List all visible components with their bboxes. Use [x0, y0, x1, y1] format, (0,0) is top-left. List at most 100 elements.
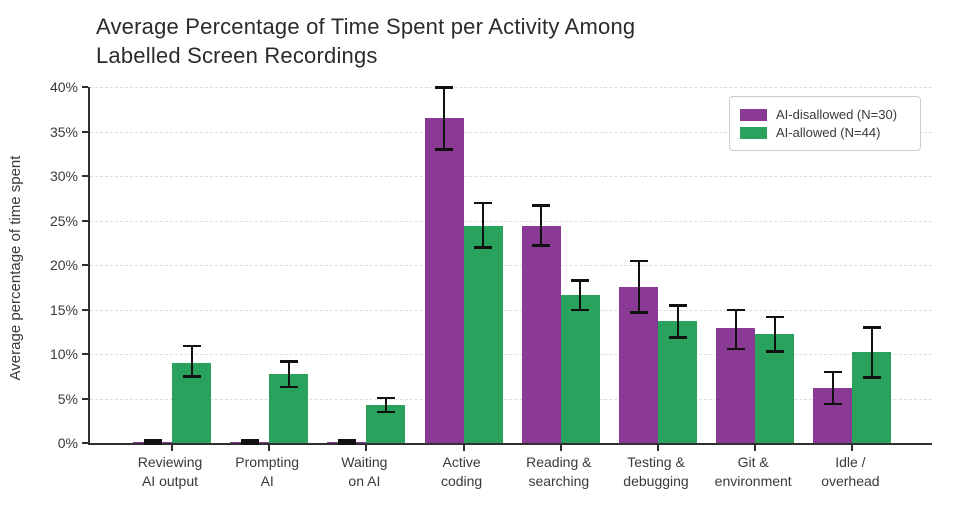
x-tick-6	[754, 445, 757, 451]
y-tick-label-15%: 15%	[49, 301, 78, 318]
x-tick-label-2-line-0: Waiting	[341, 454, 388, 470]
y-tick-label-0%: 0%	[57, 435, 78, 451]
legend: AI-disallowed (N=30) AI-allowed (N=44)	[729, 96, 921, 151]
legend-swatch-ai-allowed	[740, 126, 767, 139]
y-tick-label-25%: 25%	[49, 212, 78, 229]
gridline-5	[90, 398, 932, 400]
chart-title-line2: Labelled Screen Recordings	[96, 43, 378, 68]
error-bar-line-0-5	[637, 260, 640, 313]
error-bar-cap-bottom-1-2	[376, 410, 395, 414]
chart-title-line1: Average Percentage of Time Spent per Act…	[96, 14, 636, 39]
error-bar-line-0-3	[443, 87, 446, 150]
x-tick-label-0: Reviewing AI output	[112, 453, 228, 491]
error-bar-cap-bottom-1-7	[862, 376, 881, 379]
x-tick-0	[171, 445, 173, 451]
x-tick-1	[268, 445, 271, 451]
y-tick-label-10%: 10%	[49, 346, 78, 362]
error-bar-line-1-4	[579, 280, 582, 310]
y-tick-40%	[82, 86, 88, 88]
legend-item-ai-disallowed: AI-disallowed (N=30)	[740, 107, 910, 122]
error-bar-cap-bottom-0-0	[143, 442, 162, 445]
x-tick-label-5-line-0: Testing &	[627, 454, 685, 470]
y-axis-label: Average percentage of time spent	[7, 155, 24, 381]
error-bar-line-0-7	[831, 371, 834, 404]
x-tick-4	[559, 445, 562, 451]
gridline-20	[90, 265, 932, 266]
y-tick-30%	[82, 175, 88, 177]
x-tick-label-2-line-1: on AI	[348, 473, 381, 489]
plot-area	[88, 86, 932, 451]
x-tick-label-0-line-0: Reviewing	[137, 454, 203, 470]
error-bar-cap-top-1-0	[182, 344, 201, 348]
error-bar-line-1-3	[482, 202, 485, 248]
error-bar-cap-top-1-4	[571, 279, 590, 282]
error-bar-cap-bottom-1-4	[571, 308, 590, 311]
x-tick-3	[462, 445, 465, 451]
gridline-30	[90, 176, 932, 177]
y-tick-10%	[82, 353, 88, 355]
error-bar-cap-bottom-0-1	[240, 442, 259, 445]
x-tick-label-3: Active coding	[404, 453, 520, 491]
error-bar-cap-top-0-5	[629, 259, 648, 263]
x-tick-label-1: Prompting AI	[209, 453, 325, 491]
error-bar-cap-bottom-0-7	[823, 402, 842, 406]
error-bar-cap-bottom-1-6	[765, 350, 784, 353]
error-bar-cap-top-0-2	[337, 439, 356, 442]
error-bar-cap-bottom-0-4	[532, 244, 551, 247]
error-bar-cap-top-1-3	[474, 201, 493, 205]
bar-disallowed-3	[424, 118, 464, 443]
x-tick-label-4: Reading & searching	[501, 453, 617, 491]
y-tick-0%	[82, 442, 88, 444]
x-tick-label-1-line-1: AI	[260, 473, 274, 489]
x-tick-label-3-line-1: coding	[440, 473, 483, 489]
x-tick-label-4-line-0: Reading &	[526, 454, 592, 470]
x-tick-label-5-line-1: debugging	[623, 473, 689, 489]
error-bar-line-1-0	[190, 345, 193, 377]
x-tick-2	[365, 445, 368, 451]
error-bar-line-1-7	[870, 327, 873, 378]
y-tick-35%	[82, 130, 88, 133]
legend-swatch-ai-disallowed	[740, 108, 767, 121]
error-bar-cap-bottom-0-3	[435, 148, 454, 151]
bar-disallowed-4	[521, 225, 561, 443]
error-bar-cap-bottom-1-0	[182, 375, 201, 378]
error-bar-line-1-6	[773, 316, 776, 352]
y-tick-label-40%: 40%	[49, 79, 78, 95]
y-tick-5%	[82, 397, 88, 400]
x-tick-label-3-line-0: Active	[442, 454, 481, 470]
error-bar-cap-top-0-4	[532, 204, 551, 207]
legend-label-ai-disallowed: AI-disallowed (N=30)	[776, 107, 898, 122]
bar-allowed-4	[560, 295, 600, 443]
error-bar-cap-top-1-5	[668, 304, 687, 307]
error-bar-cap-top-1-7	[862, 326, 881, 329]
error-bar-cap-top-1-1	[279, 360, 298, 363]
x-tick-7	[851, 445, 854, 451]
x-tick-label-7-line-1: overhead	[821, 473, 880, 489]
bar-allowed-5	[658, 321, 697, 443]
error-bar-line-0-4	[540, 205, 543, 246]
gridline-35	[90, 131, 932, 133]
error-bar-cap-bottom-1-3	[474, 246, 493, 249]
x-tick-label-4-line-1: searching	[528, 473, 590, 489]
error-bar-line-1-5	[676, 305, 679, 338]
x-tick-label-6-line-1: environment	[714, 473, 792, 489]
x-tick-label-7: Idle / overhead	[792, 453, 908, 491]
gridline-25	[90, 220, 932, 222]
y-tick-label-35%: 35%	[49, 123, 78, 140]
x-tick-label-6-line-0: Git &	[737, 454, 769, 470]
x-tick-label-2: Waiting on AI	[306, 453, 422, 491]
error-bar-cap-top-0-6	[726, 308, 745, 311]
error-bar-cap-top-1-6	[765, 315, 784, 319]
x-tick-label-1-line-0: Prompting	[235, 454, 300, 470]
x-tick-label-0-line-1: AI output	[141, 473, 199, 489]
gridline-15	[90, 309, 932, 311]
error-bar-cap-top-0-1	[240, 439, 259, 442]
error-bar-cap-bottom-0-2	[337, 442, 356, 445]
error-bar-cap-bottom-0-5	[629, 311, 648, 314]
gridline-40	[90, 87, 932, 88]
error-bar-line-1-1	[287, 361, 290, 387]
error-bar-line-1-2	[384, 397, 387, 412]
bar-allowed-3	[463, 225, 503, 443]
error-bar-cap-top-0-3	[435, 86, 454, 89]
